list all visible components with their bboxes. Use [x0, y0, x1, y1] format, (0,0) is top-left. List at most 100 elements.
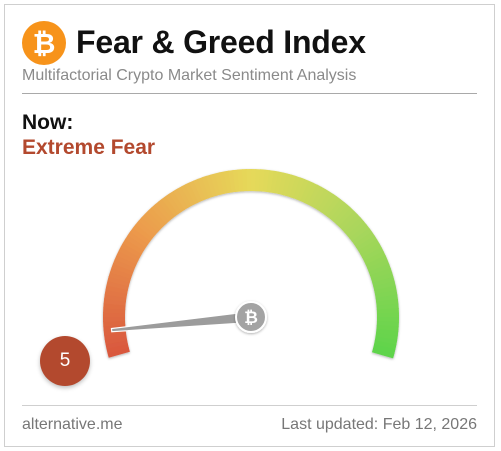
gauge-arc-segment [189, 180, 203, 203]
gauge-arc-segment [106, 343, 129, 354]
gauge-needle [110, 310, 253, 333]
bitcoin-logo-glyph: ₿ [32, 26, 56, 60]
gauge-arc-segment [125, 234, 147, 251]
gauge-arc-segment [147, 207, 167, 227]
gauge-arc-segment [169, 190, 186, 213]
gauge-arc-segment [274, 171, 284, 195]
gauge-hub: ₿ [235, 301, 267, 333]
gauge-arc-segment [362, 247, 384, 262]
bitcoin-icon: ₿ [22, 21, 66, 65]
gauge-arc-segment [105, 284, 129, 295]
gauge-arc-segment [376, 299, 399, 307]
gauge-arc-segment [351, 227, 373, 245]
gauge-arc-segment [161, 195, 179, 217]
gauge-arc-segment [349, 224, 370, 242]
gauge-arc-segment [369, 267, 393, 280]
gauge-arc-segment [223, 170, 233, 194]
gauge-arc-segment [292, 177, 306, 200]
gauge-arc-segment [374, 336, 398, 346]
gauge-arc-segment [285, 174, 297, 198]
gauge-arc-segment [341, 214, 361, 233]
gauge-arc-segment [210, 173, 221, 196]
gauge-arc-segment [307, 184, 322, 207]
gauge-arc-segment [103, 298, 127, 306]
gauge-arc-segment [144, 210, 164, 230]
page-subtitle: Multifactorial Crypto Market Sentiment A… [22, 67, 357, 84]
gauge-arc-segment [338, 210, 358, 230]
gauge-arc-segment [374, 290, 398, 299]
gauge-arc-segment [104, 335, 128, 345]
gauge-arc-segment [317, 191, 334, 213]
gauge-arc-segment [141, 213, 161, 233]
gauge-arc-segment [330, 201, 348, 222]
gauge-arc-segment [114, 254, 137, 269]
gauge-arc-segment [176, 186, 192, 208]
gauge-arc-segment [104, 332, 127, 340]
gauge-arc-segment [310, 186, 326, 209]
gauge-arc-segment [289, 175, 301, 199]
gauge-arc-segment [281, 173, 293, 196]
gauge-arc-segment [373, 340, 397, 350]
gauge-arc-segment [184, 182, 199, 205]
gauge-arc-segment [180, 184, 196, 207]
gauge-arc-segment [296, 179, 310, 202]
source-link[interactable]: alternative.me [22, 416, 123, 433]
gauge-arc [102, 168, 400, 359]
gauge-needle-pointer [110, 310, 253, 333]
page-title: Fear & Greed Index [76, 24, 366, 60]
gauge-arc-segment [111, 263, 134, 276]
footer-divider [22, 405, 477, 406]
gauge-arc-segment [104, 293, 127, 302]
gauge-arc-segment [374, 285, 397, 295]
sentiment-classification: Extreme Fear [22, 136, 156, 159]
gauge-arc-segment [214, 172, 225, 195]
gauge-arc-segment [173, 188, 189, 210]
gauge-arc-segment [270, 170, 279, 194]
gauge-arc-segment [314, 188, 330, 211]
gauge-arc-segment [127, 231, 149, 248]
gauge-arc-segment [375, 332, 398, 341]
index-value-badge: 5 [40, 336, 90, 386]
gauge-arc-segment [303, 182, 318, 205]
gauge-arc-segment [358, 239, 380, 255]
gauge-arc-segment [112, 258, 136, 272]
gauge-arc-segment [132, 223, 154, 242]
gauge-arc-segment [122, 238, 145, 255]
gauge-arc-segment [360, 243, 382, 259]
gauge-arc-segment [262, 169, 270, 193]
gauge-arc-segment [300, 180, 314, 203]
fear-greed-card: ₿ Fear & Greed Index Multifactorial Cryp… [4, 4, 495, 447]
gauge-arc-segment [356, 235, 378, 252]
gauge-arc-segment [266, 170, 275, 193]
gauge-arc-segment [108, 271, 132, 283]
gauge-arc-segment [333, 204, 352, 225]
header-divider [22, 93, 477, 94]
gauge-arc-segment [138, 216, 159, 236]
sentiment-gauge: ₿ [102, 168, 400, 359]
gauge-arc-segment [109, 267, 133, 280]
gauge-arc-segment [116, 250, 139, 265]
bitcoin-icon: ₿ [244, 308, 258, 328]
gauge-arc-segment [165, 193, 182, 215]
gauge-arc-segment [228, 170, 237, 193]
gauge-arc-segment [368, 263, 391, 276]
gauge-arc-segment [201, 175, 214, 199]
gauge-arc-segment [320, 193, 338, 215]
gauge-arc-segment [130, 227, 151, 245]
gauge-arc-segment [372, 344, 396, 355]
last-updated: Last updated: Feb 12, 2026 [281, 416, 477, 433]
gauge-arc-segment [353, 231, 375, 249]
gauge-arc-segment [373, 281, 396, 291]
gauge-arc-segment [158, 198, 176, 219]
gauge-arc-segment [326, 198, 345, 220]
gauge-arc-segment [107, 347, 130, 358]
gauge-arc-segment [197, 177, 210, 200]
gauge-arc-segment [335, 207, 355, 228]
gauge-arc-segment [363, 251, 386, 266]
gauge-arc-segment [371, 347, 395, 359]
gauge-arc-segment [120, 242, 143, 258]
gauge-arc-segment [372, 276, 395, 288]
now-label: Now: [22, 111, 74, 134]
gauge-arc-segment [375, 328, 399, 337]
gauge-arc-segment [219, 171, 229, 194]
